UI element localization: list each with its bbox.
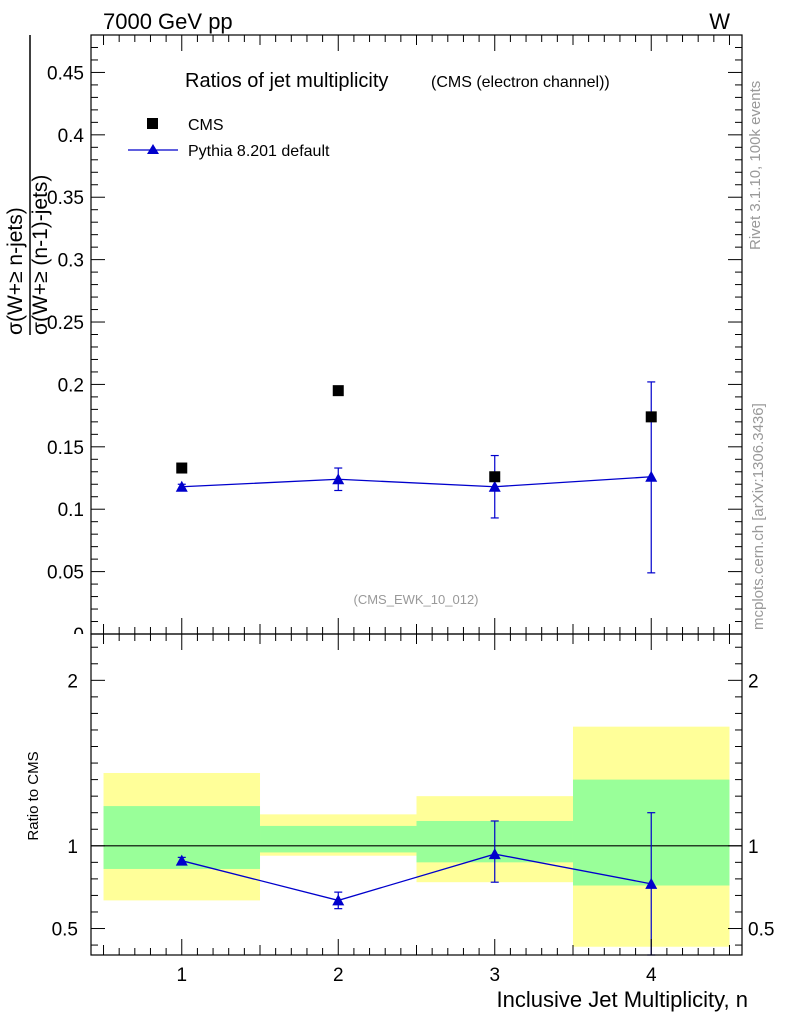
ratio-y-axis-label-group: Ratio to CMS: [25, 751, 42, 840]
x-tick-label: 3: [489, 965, 500, 986]
main-y-tick-label: 0.45: [47, 63, 84, 84]
legend-cms-marker: [147, 118, 158, 129]
legend-cms-label: CMS: [188, 117, 224, 134]
cms-data-point: [645, 411, 657, 423]
legend-pythia-label: Pythia 8.201 default: [188, 143, 330, 160]
legend-pythia-marker: [147, 144, 159, 154]
main-y-tick-label: 0.3: [58, 251, 84, 272]
rivet-version-label: Rivet 3.1.10, 100k events: [747, 81, 764, 250]
header-energy-label: 7000 GeV pp: [103, 9, 233, 34]
ratio-pythia-point: [175, 854, 188, 866]
pythia-point: [175, 480, 188, 492]
main-y-tick-label: 0.15: [47, 438, 84, 459]
pythia-point: [645, 470, 658, 482]
header-process-label: W: [709, 9, 730, 34]
cms-data-point: [332, 385, 344, 397]
ratio-band-inner-2: [260, 825, 417, 853]
rivet-label-group: Rivet 3.1.10, 100k events: [747, 81, 764, 250]
analysis-watermark: (CMS_EWK_10_012): [354, 592, 479, 607]
ratio-y-tick-label-left: 2: [67, 671, 78, 692]
ratio-pythia-point: [645, 877, 658, 889]
cms-data-point: [176, 462, 188, 474]
x-tick-label: 1: [176, 965, 187, 986]
main-y-tick-label: 0.4: [58, 126, 85, 147]
main-y-tick-label: 0.1: [58, 500, 84, 521]
pythia-point: [488, 480, 501, 492]
pythia-line: [181, 476, 652, 488]
main-y-tick-label: 0.35: [47, 188, 84, 209]
chart-title: Ratios of jet multiplicity: [185, 70, 388, 92]
main-y-tick-label: 0.05: [47, 563, 84, 584]
main-y-tick-label: 0.25: [47, 313, 84, 334]
main-y-axis-label: σ(W+≥ n-jets): [4, 207, 27, 335]
y-label-numerator: σ(W+≥ n-jets): [4, 207, 27, 335]
x-tick-label: 2: [333, 965, 344, 986]
ratio-y-tick-label-left: 1: [67, 837, 78, 858]
y-label-denominator: σ(W+≥ (n-1)-jets): [29, 175, 52, 335]
cms-data-point: [489, 471, 501, 483]
ratio-y-axis-label: Ratio to CMS: [25, 751, 42, 840]
ratio-y-tick-label-right: 2: [748, 671, 759, 692]
ratio-pythia-point: [332, 894, 345, 906]
mcplots-label: mcplots.cern.ch [arXiv:1306.3436]: [750, 403, 767, 630]
main-y-axis-label-denominator: σ(W+≥ (n-1)-jets): [29, 175, 52, 335]
mcplots-label-group: mcplots.cern.ch [arXiv:1306.3436]: [750, 403, 767, 630]
x-axis-label: Inclusive Jet Multiplicity, n: [497, 987, 748, 1012]
x-tick-label: 4: [646, 965, 657, 986]
main-y-tick-label: 0.2: [58, 375, 84, 396]
ratio-y-tick-label-right: 0.5: [748, 920, 774, 941]
pythia-point: [332, 473, 345, 485]
ratio-y-tick-label-left: 0.5: [52, 920, 78, 941]
main-y-tick-label-zero: 0: [73, 625, 84, 646]
ratio-pythia-line: [181, 853, 652, 902]
chart-subtitle: (CMS (electron channel)): [431, 74, 610, 91]
ratio-y-tick-label-right: 1: [748, 837, 759, 858]
ratio-pythia-point: [488, 848, 501, 860]
